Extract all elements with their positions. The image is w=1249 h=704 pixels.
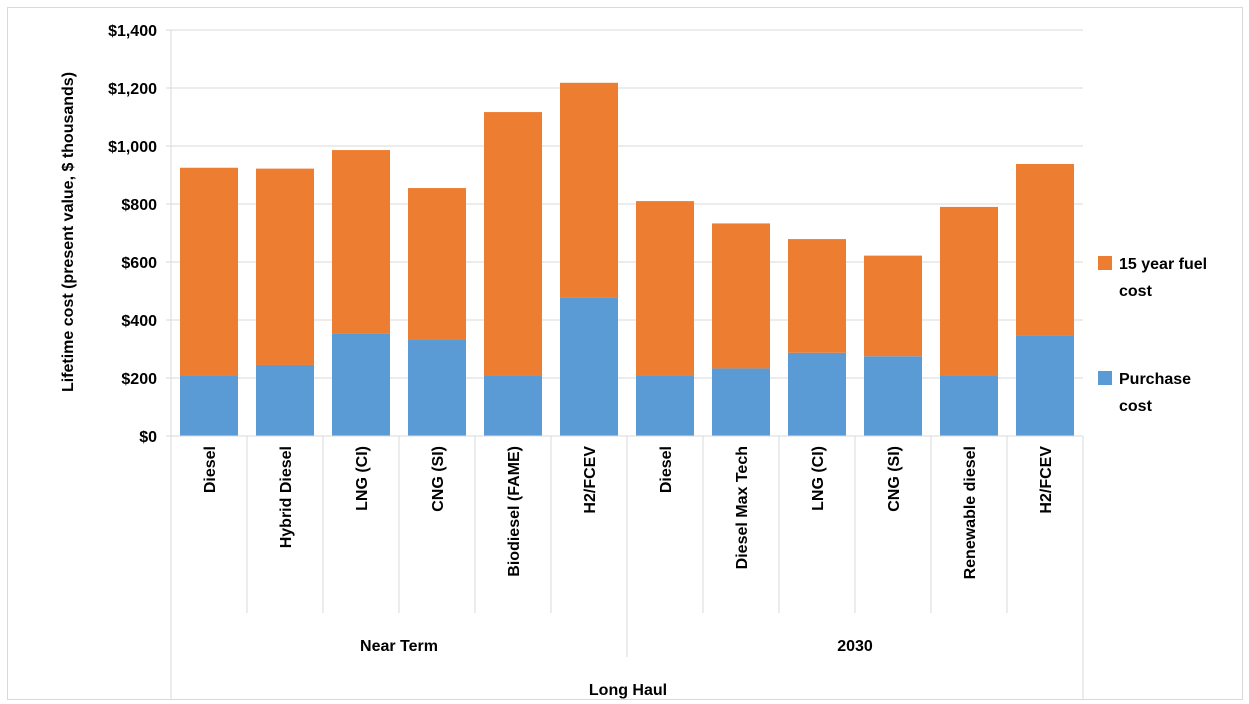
labels: $0 $200 $400 $600 $800 $1,000 $1,200 $1,400 Dies… (108, 23, 1055, 655)
x-category-label: LNG (CI) (810, 446, 827, 511)
legend-swatch (1098, 371, 1112, 385)
bar-fuel-cost (864, 255, 922, 357)
bar-fuel-cost (712, 223, 770, 369)
x-group-label: 2030 (837, 638, 873, 655)
y-tick-label: $1,200 (108, 81, 157, 98)
y-tick-label: $600 (121, 255, 157, 272)
gridlines (171, 29, 1083, 379)
bar-purchase-cost (256, 364, 314, 436)
bar-purchase-cost (636, 375, 694, 436)
x-category-label: CNG (SI) (886, 446, 903, 512)
bar-purchase-cost (484, 375, 542, 436)
x-category-label: Biodiesel (FAME) (506, 446, 523, 577)
bar-purchase-cost (788, 352, 846, 436)
bar-purchase-cost (712, 368, 770, 436)
x-category-label: H2/FCEV (582, 446, 599, 514)
bar-fuel-cost (256, 168, 314, 365)
bar-purchase-cost (864, 356, 922, 436)
axes (166, 29, 1084, 700)
y-tick-label: $1,400 (108, 23, 157, 40)
bar-purchase-cost (180, 375, 238, 436)
y-tick-label: $1,000 (108, 139, 157, 156)
bar-fuel-cost (636, 201, 694, 376)
y-axis-title: Lifetime cost (present value, $ thousand… (60, 72, 77, 392)
legend-label: cost (1119, 283, 1153, 300)
bar-fuel-cost (940, 206, 998, 376)
legend-label: cost (1119, 398, 1153, 415)
bar-purchase-cost (332, 333, 390, 436)
bar-fuel-cost (408, 188, 466, 340)
bar-purchase-cost (560, 297, 618, 436)
y-tick-label: $800 (121, 197, 157, 214)
bars (180, 82, 1074, 436)
x-axis-group-title: Long Haul (589, 682, 667, 699)
x-category-label: H2/FCEV (1038, 446, 1055, 514)
legend-label: Purchase (1119, 371, 1191, 388)
y-tick-label: $400 (121, 313, 157, 330)
x-category-label: LNG (CI) (354, 446, 371, 511)
bar-fuel-cost (332, 150, 390, 334)
legend: 15 year fuel cost Purchase cost (1098, 256, 1207, 415)
x-group-label: Near Term (360, 638, 438, 655)
y-tick-label: $200 (121, 371, 157, 388)
x-category-label: Renewable diesel (962, 446, 979, 579)
x-category-label: Diesel Max Tech (734, 446, 751, 569)
bar-purchase-cost (940, 375, 998, 436)
legend-label: 15 year fuel (1119, 256, 1207, 273)
x-category-label: Diesel (202, 446, 219, 493)
x-category-label: Diesel (658, 446, 675, 493)
y-tick-label: $0 (139, 429, 157, 446)
bar-fuel-cost (484, 112, 542, 376)
bar-purchase-cost (1016, 335, 1074, 436)
bar-fuel-cost (788, 239, 846, 353)
legend-swatch (1098, 256, 1112, 270)
bar-fuel-cost (180, 167, 238, 376)
x-category-label: Hybrid Diesel (278, 446, 295, 548)
bar-fuel-cost (560, 82, 618, 298)
x-category-label: CNG (SI) (430, 446, 447, 512)
bar-purchase-cost (408, 339, 466, 436)
bar-fuel-cost (1016, 163, 1074, 336)
